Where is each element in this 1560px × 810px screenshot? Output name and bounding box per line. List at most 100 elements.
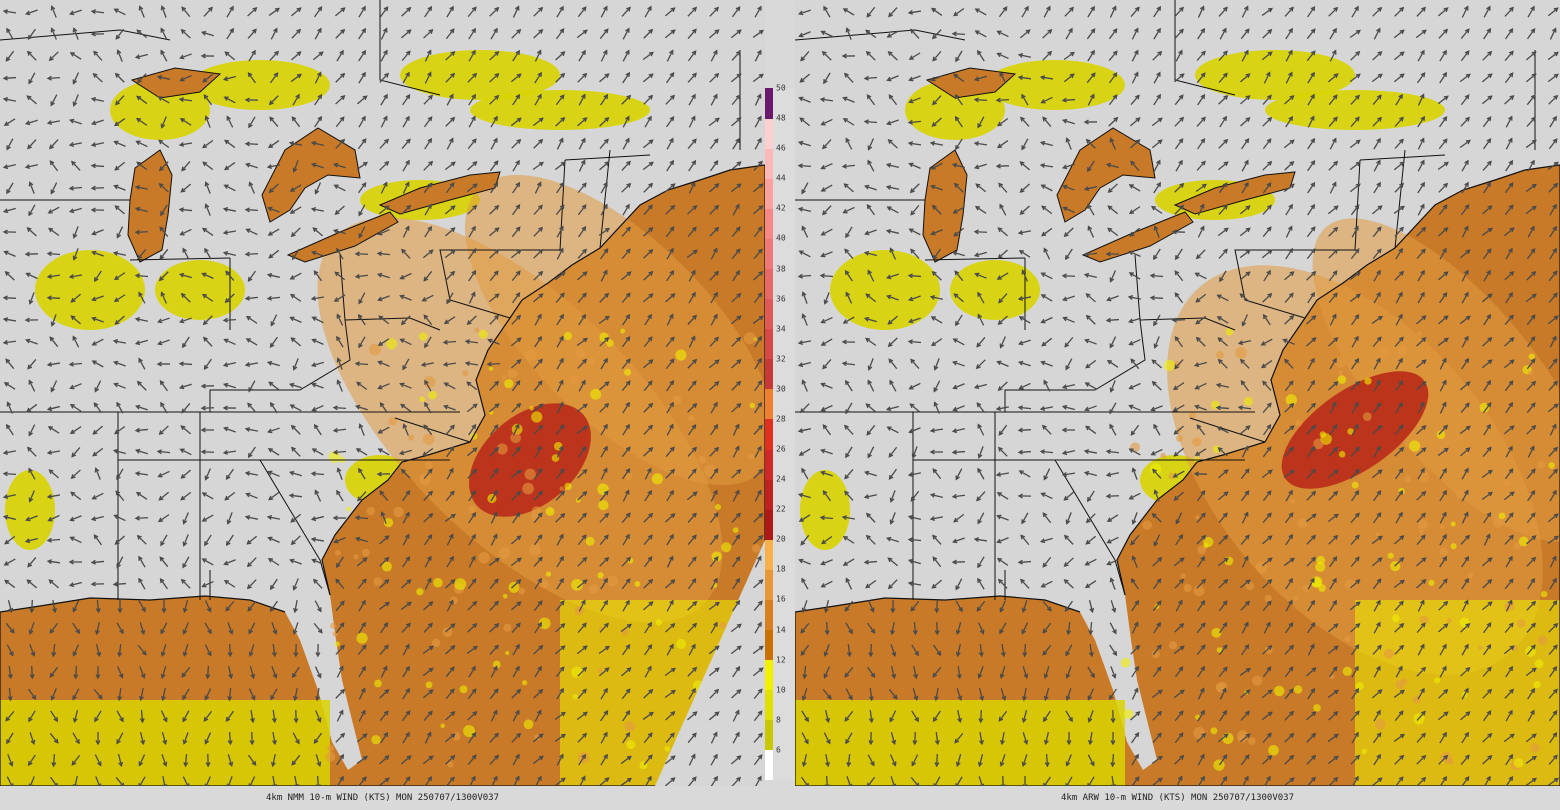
wind-arrow-head (1398, 116, 1404, 122)
wind-arrow-head (289, 316, 295, 322)
wind-arrow-head (908, 162, 914, 168)
wind-speckle (1518, 536, 1529, 547)
wind-speckle (571, 666, 583, 678)
wind-arrow-icon (1218, 249, 1228, 259)
wind-arrow-icon (1351, 6, 1359, 18)
wind-arrow-icon (1064, 535, 1074, 545)
wind-arrow-head (912, 630, 918, 636)
wind-arrow-head (933, 365, 939, 371)
wind-arrow-icon (1526, 425, 1536, 435)
wind-arrow-icon (643, 556, 653, 568)
wind-arrow-head (713, 401, 718, 407)
wind-arrow-head (245, 315, 252, 321)
wind-arrow-icon (1373, 160, 1381, 172)
wind-arrow-head (424, 401, 429, 407)
wind-arrow-icon (1261, 557, 1273, 567)
wind-arrow-head (1486, 446, 1492, 452)
wind-arrow-icon (600, 468, 608, 480)
wind-arrow-icon (272, 709, 276, 723)
wind-arrow-head (225, 270, 231, 276)
wind-speckle (597, 667, 604, 674)
wind-arrow-icon (688, 688, 696, 700)
wind-arrow-head (977, 123, 982, 129)
wind-arrow-icon (598, 227, 610, 237)
wind-arrow-icon (534, 446, 542, 458)
wind-arrow-icon (534, 314, 542, 326)
wind-arrow-head (72, 717, 78, 724)
wind-arrow-head (336, 379, 342, 385)
wind-arrow-head (1244, 28, 1250, 34)
wind-arrow-head (1178, 533, 1184, 540)
wind-arrow-icon (730, 645, 742, 655)
wind-arrow-head (1289, 557, 1295, 563)
wind-arrow-icon (1394, 117, 1404, 127)
wind-arrow-icon (204, 600, 212, 612)
wind-speckle (531, 513, 539, 521)
wind-arrow-head (6, 145, 11, 151)
wind-arrow-head (118, 761, 124, 768)
wind-arrow-head (1222, 27, 1227, 33)
wind-arrow-icon (379, 139, 389, 149)
wind-arrow-head (48, 469, 54, 475)
wind-arrow-icon (620, 623, 632, 633)
wind-arrow-head (1288, 599, 1293, 605)
wind-arrow-icon (511, 733, 521, 743)
wind-arrow-head (384, 578, 390, 584)
wind-arrow-head (1200, 225, 1205, 231)
wind-arrow-icon (1284, 7, 1294, 17)
wind-arrow-icon (91, 164, 105, 168)
wind-arrow-head (472, 468, 478, 474)
wind-arrow-icon (183, 644, 189, 656)
wind-arrow-icon (1241, 622, 1249, 634)
wind-arrow-head (933, 387, 938, 393)
wind-arrow-icon (138, 578, 146, 590)
wind-arrow-head (9, 783, 14, 786)
wind-arrow-head (604, 777, 610, 783)
wind-arrow-icon (934, 358, 940, 370)
wind-arrow-icon (1129, 317, 1141, 323)
wind-arrow-head (1509, 359, 1515, 365)
wind-arrow-head (68, 274, 75, 279)
wind-arrow-icon (754, 94, 762, 106)
colorbar-swatch (765, 629, 773, 661)
wind-arrow-icon (312, 51, 324, 61)
wind-arrow-head (735, 533, 741, 540)
wind-arrow-icon (801, 226, 809, 238)
colorbar-label: 44 (776, 173, 786, 183)
wind-arrow-head (604, 667, 610, 673)
wind-arrow-head (1464, 335, 1469, 341)
wind-arrow-icon (1547, 161, 1559, 171)
wind-arrow-icon (292, 732, 300, 744)
wind-arrow-icon (294, 687, 298, 701)
wind-arrow-head (1442, 533, 1447, 539)
wind-speckle (1528, 370, 1533, 376)
wind-arrow-icon (271, 622, 277, 634)
wind-arrow-icon (1527, 6, 1535, 18)
wind-arrow-head (691, 28, 697, 34)
wind-arrow-head (1355, 161, 1361, 167)
wind-arrow-head (29, 674, 35, 680)
wind-arrow-icon (137, 381, 147, 391)
wind-speckle (1436, 430, 1446, 439)
wind-arrow-head (951, 449, 957, 455)
wind-arrow-icon (1505, 292, 1513, 304)
wind-arrow-icon (1525, 205, 1537, 215)
wind-arrow-head (907, 9, 914, 15)
wind-arrow-head (377, 384, 383, 390)
wind-arrow-icon (1216, 406, 1230, 410)
wind-arrow-head (1443, 447, 1449, 453)
wind-arrow-head (1553, 51, 1559, 57)
wind-arrow-head (844, 269, 850, 276)
wind-arrow-head (647, 313, 652, 319)
wind-arrow-head (648, 402, 654, 408)
wind-arrow-head (538, 226, 544, 232)
wind-arrow-icon (1041, 316, 1053, 324)
wind-arrow-icon (1503, 491, 1515, 501)
wind-arrow-icon (1109, 270, 1117, 282)
wind-arrow-head (648, 139, 654, 145)
wind-arrow-head (1442, 115, 1448, 122)
wind-arrow-head (311, 406, 317, 412)
wind-arrow-icon (227, 776, 233, 786)
wind-arrow-head (340, 138, 346, 144)
wind-arrow-head (559, 292, 565, 298)
